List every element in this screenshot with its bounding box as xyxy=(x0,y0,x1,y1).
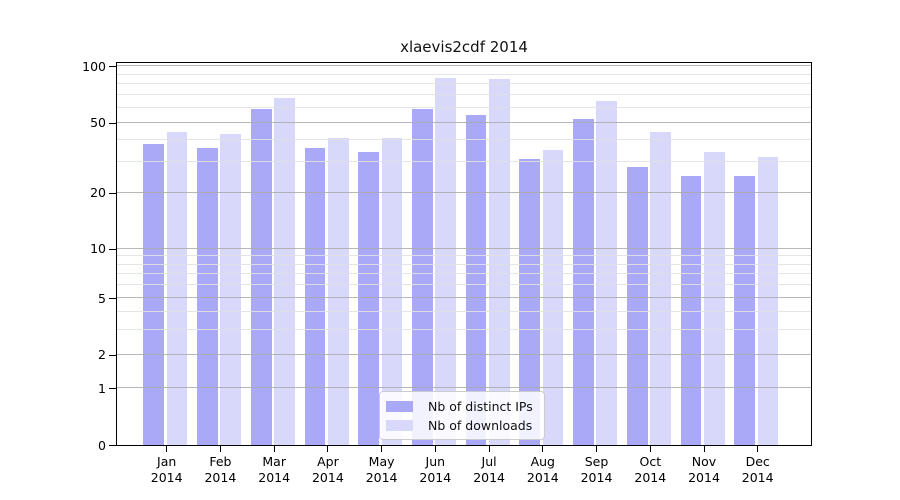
major-gridline xyxy=(117,297,811,299)
legend: Nb of distinct IPs Nb of downloads xyxy=(379,391,545,440)
minor-gridline xyxy=(117,83,811,85)
minor-gridline xyxy=(117,328,811,330)
bar-downloads-mar xyxy=(274,97,295,445)
bar-downloads-nov xyxy=(703,152,725,445)
x-tick xyxy=(703,446,705,452)
bar-downloads-jun xyxy=(435,78,456,445)
legend-entry-distinct-ips: Nb of distinct IPs xyxy=(386,399,536,414)
y-tick-label: 0 xyxy=(98,437,106,453)
bar-downloads-oct xyxy=(650,132,671,445)
minor-gridline xyxy=(117,273,811,275)
x-tick-label-jul: Jul 2014 xyxy=(473,454,505,485)
bar-downloads-may xyxy=(381,137,403,445)
x-tick xyxy=(219,446,221,452)
bar-distinct-ips-mar xyxy=(250,109,272,445)
y-tick xyxy=(109,248,116,250)
major-gridline xyxy=(117,353,811,355)
y-tick xyxy=(109,388,116,390)
minor-gridline xyxy=(117,73,811,75)
x-tick-label-oct: Oct 2014 xyxy=(634,454,667,485)
y-tick-label: 50 xyxy=(90,115,106,131)
y-tick-label: 5 xyxy=(98,290,106,306)
x-tick xyxy=(488,446,490,452)
legend-label-distinct-ips: Nb of distinct IPs xyxy=(428,398,533,414)
x-tick-label-sep: Sep 2014 xyxy=(580,454,613,485)
y-tick-label: 10 xyxy=(90,241,106,257)
plot-area xyxy=(116,62,812,446)
y-tick-label: 2 xyxy=(98,347,106,363)
y-tick xyxy=(109,66,116,68)
x-tick xyxy=(757,446,759,452)
bar-distinct-ips-may xyxy=(358,152,379,445)
bar-distinct-ips-apr xyxy=(304,147,326,445)
minor-gridline xyxy=(117,94,811,96)
x-tick-label-mar: Mar 2014 xyxy=(258,454,291,485)
x-tick xyxy=(166,446,168,452)
x-tick-label-feb: Feb 2014 xyxy=(204,454,237,485)
x-tick-label-nov: Nov 2014 xyxy=(688,454,720,485)
x-tick xyxy=(596,446,597,452)
y-tick xyxy=(109,445,116,446)
minor-gridline xyxy=(117,311,811,313)
bar-downloads-dec xyxy=(757,156,779,445)
x-tick-label-jun: Jun 2014 xyxy=(419,454,452,485)
minor-gridline xyxy=(117,138,811,140)
x-tick-label-jan: Jan 2014 xyxy=(150,454,183,485)
y-tick xyxy=(109,192,116,194)
bar-downloads-sep xyxy=(596,101,618,445)
bar-distinct-ips-jan xyxy=(143,143,165,445)
x-tick xyxy=(381,446,383,452)
bar-distinct-ips-jun xyxy=(411,109,433,445)
minor-gridline xyxy=(117,263,811,265)
y-tick-label: 20 xyxy=(90,185,106,200)
major-gridline xyxy=(117,191,811,193)
bar-distinct-ips-nov xyxy=(680,175,702,445)
bar-downloads-apr xyxy=(327,137,349,445)
bar-distinct-ips-aug xyxy=(519,159,541,445)
bar-downloads-feb xyxy=(220,134,242,445)
x-tick-label-apr: Apr 2014 xyxy=(311,454,344,485)
legend-label-downloads: Nb of downloads xyxy=(428,417,533,433)
x-tick-label-dec: Dec 2014 xyxy=(741,454,774,485)
bar-downloads-jul xyxy=(489,79,510,445)
major-gridline xyxy=(117,387,811,389)
bar-distinct-ips-feb xyxy=(197,147,218,445)
legend-entry-downloads: Nb of downloads xyxy=(386,418,536,433)
legend-swatch-distinct-ips xyxy=(386,400,413,412)
y-tick xyxy=(109,122,116,124)
x-tick xyxy=(327,446,329,452)
x-tick xyxy=(649,446,651,452)
minor-gridline xyxy=(117,284,811,286)
bar-distinct-ips-jul xyxy=(465,114,487,445)
bar-distinct-ips-oct xyxy=(626,166,648,445)
major-gridline xyxy=(117,65,811,67)
legend-swatch-downloads xyxy=(386,419,413,431)
y-tick-label: 100 xyxy=(82,58,106,74)
major-gridline xyxy=(117,121,811,123)
major-gridline xyxy=(117,247,811,249)
bar-downloads-jan xyxy=(166,132,188,445)
y-tick xyxy=(109,354,116,356)
y-tick xyxy=(109,298,116,300)
x-tick xyxy=(273,446,275,452)
y-tick-label: 1 xyxy=(98,380,106,396)
x-tick xyxy=(434,446,436,452)
chart-title: xlaevis2cdf 2014 xyxy=(400,38,528,56)
bar-distinct-ips-sep xyxy=(573,119,594,445)
bar-distinct-ips-dec xyxy=(734,175,756,445)
x-tick-label-aug: Aug 2014 xyxy=(526,454,559,485)
minor-gridline xyxy=(117,106,811,108)
x-tick xyxy=(542,446,544,452)
minor-gridline xyxy=(117,255,811,257)
minor-gridline xyxy=(117,160,811,162)
x-tick-label-may: May 2014 xyxy=(365,454,398,485)
